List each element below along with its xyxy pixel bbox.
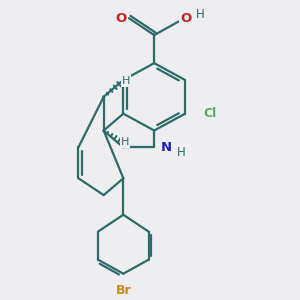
Text: H: H: [122, 76, 130, 86]
Text: O: O: [180, 12, 191, 25]
Text: O: O: [115, 12, 126, 25]
Text: Cl: Cl: [203, 107, 217, 120]
Text: H: H: [121, 137, 130, 147]
Text: N: N: [161, 141, 172, 154]
Text: H: H: [196, 8, 205, 21]
Text: H: H: [177, 146, 186, 159]
Text: Br: Br: [116, 284, 131, 297]
